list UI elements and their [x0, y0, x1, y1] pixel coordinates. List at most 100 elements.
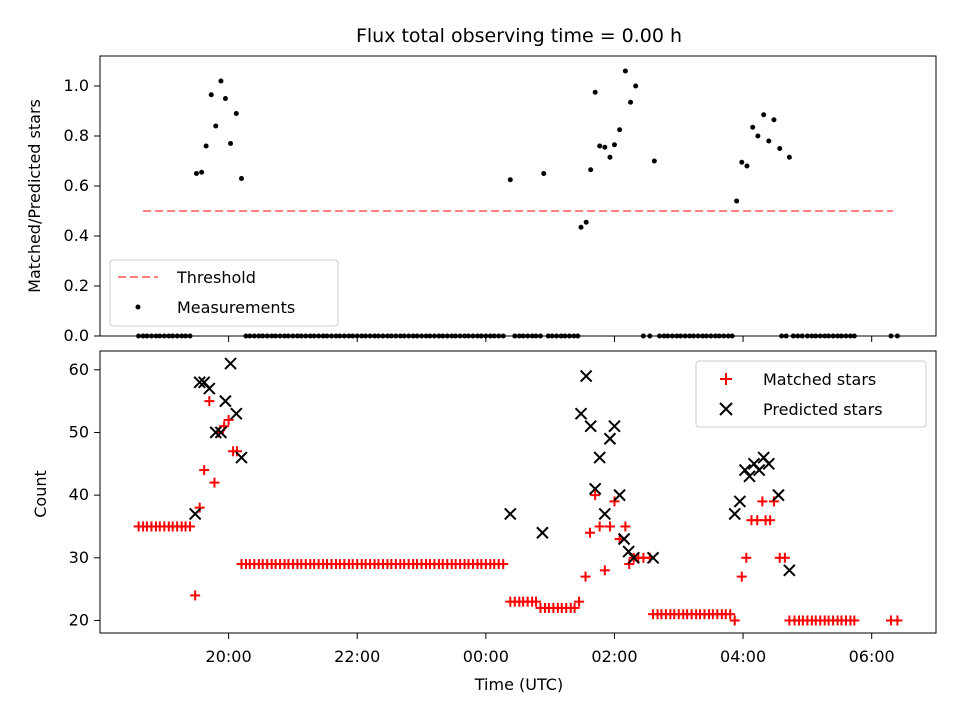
measurement-point	[406, 333, 412, 339]
measurement-point	[847, 333, 853, 339]
measurement-point	[622, 68, 628, 74]
bottom-x-ticks: 20:00 22:00 00:00 02:00 04:00 06:00	[206, 633, 895, 666]
matched-star-point	[849, 615, 860, 626]
predicted-star-point	[214, 426, 228, 439]
measurement-point	[777, 146, 783, 151]
measurement-point	[744, 163, 750, 169]
bottom-legend: Matched stars Predicted stars	[695, 360, 927, 428]
bottom-panel: 20 30 40 50 60 20:00 22:00 00:00 02:00 04:00 06:0…	[31, 350, 937, 694]
measurement-point	[739, 159, 745, 165]
matched-star-point	[209, 477, 220, 488]
measurement-point	[607, 154, 613, 160]
predicted-star-point	[579, 369, 593, 383]
measurement-point	[761, 112, 767, 118]
top-y-tick-label: 1.0	[64, 76, 89, 95]
measurement-point	[507, 177, 513, 183]
predicted-star-point	[188, 507, 202, 521]
measurement-point	[372, 333, 378, 339]
x-tick-label: 20:00	[206, 647, 252, 666]
measurement-point	[790, 333, 796, 339]
measurement-point	[218, 78, 224, 84]
measurement-point	[809, 333, 815, 339]
predicted-star-point	[193, 376, 206, 389]
measurement-point	[888, 333, 894, 339]
matched-star-point	[185, 521, 196, 532]
predicted-star-point	[613, 488, 626, 502]
predicted-star-point	[627, 551, 640, 565]
matched-star-point	[752, 515, 763, 526]
measurement-point	[170, 333, 176, 339]
measurement-point	[628, 99, 634, 105]
matched-star-point	[190, 590, 201, 601]
measurement-point	[148, 333, 154, 339]
measurement-point	[247, 333, 253, 339]
measurement-point	[193, 171, 199, 176]
predicted-star-point	[593, 451, 606, 464]
measurement-point	[588, 167, 594, 173]
predicted-star-point	[598, 507, 612, 521]
measurement-point	[153, 333, 159, 339]
predicted-star-point	[574, 407, 588, 420]
chart-title: Flux total observing time = 0.00 h	[356, 25, 682, 47]
matched-star-point	[204, 396, 215, 407]
measurement-point	[329, 333, 335, 339]
bottom-legend-box	[695, 360, 927, 428]
legend-predicted-label: Predicted stars	[763, 400, 883, 419]
measurement-point	[222, 96, 228, 101]
predicted-star-point	[762, 457, 776, 471]
matched-star-point	[585, 527, 596, 538]
measurement-point	[617, 127, 623, 133]
measurement-point	[179, 333, 185, 339]
measurement-point	[592, 89, 598, 95]
measurement-point	[380, 333, 386, 339]
measurement-point	[682, 333, 688, 339]
matched-star-point	[231, 446, 242, 457]
matched-star-point	[199, 465, 210, 476]
measurement-point	[538, 333, 544, 339]
x-tick-label: 02:00	[591, 647, 637, 666]
measurement-point	[440, 333, 446, 339]
measurement-point	[243, 333, 249, 339]
predicted-star-point	[504, 507, 517, 521]
measurement-point	[307, 333, 313, 339]
measurement-point	[700, 333, 706, 339]
measurement-point	[725, 333, 731, 339]
measurement-point	[174, 333, 180, 339]
matched-star-point	[725, 609, 736, 620]
x-tick-label: 22:00	[334, 647, 380, 666]
measurement-point	[208, 92, 214, 98]
matched-star-point	[768, 496, 779, 507]
measurement-point	[750, 124, 756, 130]
measurement-point	[721, 333, 727, 339]
bottom-y-ticks: 20 30 40 50 60	[69, 360, 100, 629]
measurement-point	[703, 333, 709, 339]
top-legend-box	[109, 259, 339, 327]
measurement-point	[786, 154, 792, 160]
measurement-point	[414, 333, 420, 339]
matched-star-point	[194, 502, 205, 513]
measurement-point	[529, 333, 535, 339]
measurement-point	[729, 333, 735, 339]
predicted-star-point	[752, 463, 766, 477]
measurement-point	[500, 333, 506, 339]
matched-star-point	[223, 414, 234, 425]
measurement-point	[303, 333, 309, 339]
bottom-y-tick-label: 50	[69, 422, 89, 441]
bottom-y-tick-label: 40	[69, 485, 89, 504]
measurement-points	[136, 68, 900, 339]
measurement-point	[583, 219, 589, 225]
matched-star-point	[741, 552, 752, 563]
matched-star-point	[609, 496, 620, 507]
measurement-point	[401, 333, 407, 339]
measurement-point	[633, 83, 639, 89]
predicted-star-point	[588, 482, 602, 496]
measurement-point	[444, 333, 450, 339]
measurement-point	[427, 333, 433, 339]
measurement-point	[346, 333, 352, 339]
measurement-point	[238, 176, 244, 181]
measurement-point	[838, 333, 844, 339]
predicted-star-point	[224, 357, 237, 370]
measurement-point	[453, 333, 459, 339]
measurement-point	[375, 333, 381, 339]
